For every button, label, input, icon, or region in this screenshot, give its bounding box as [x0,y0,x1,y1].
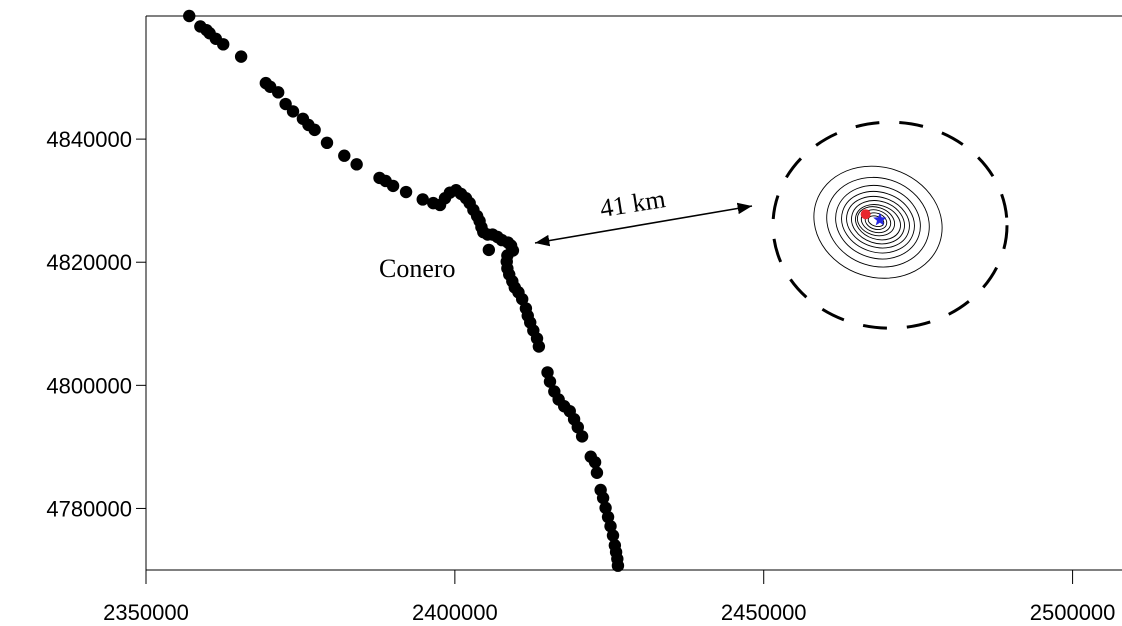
coastline-point [338,149,351,162]
conero-label: Conero [379,254,456,283]
contour-line [851,200,905,245]
coastline-point [217,38,230,51]
coastline-point [588,456,602,469]
distance-arrow: 41 km [534,184,753,247]
y-tick-label: 4820000 [46,250,132,275]
red-circle-marker [860,209,871,220]
coastline-point [399,185,413,199]
coastline-point [308,123,321,137]
coastline-point [183,9,196,23]
contour-line [856,206,896,237]
coastline-point [590,466,604,479]
contour-line [841,191,915,254]
y-axis-ticks: 4780000 4800000 4820000 4840000 [46,127,146,521]
blue-star-marker [873,212,887,226]
coastline-point [606,529,620,542]
coastline-point [532,340,546,353]
contour-line [826,176,930,268]
distance-label: 41 km [598,184,667,223]
x-tick-label: 2450000 [721,600,807,625]
coastline-point [350,158,363,171]
contour-lines [771,120,1009,330]
x-axis-ticks: 2350000 2400000 2450000 2500000 [103,570,1115,625]
plot-frame [145,15,1122,571]
coastline-points [183,9,625,572]
y-tick-label: 4780000 [46,496,132,521]
contour-line [867,215,885,228]
x-tick-label: 2500000 [1030,600,1116,625]
contour-line [846,196,910,249]
coastline-point [286,105,300,118]
x-tick-label: 2350000 [103,600,189,625]
coastline-point [320,136,334,150]
coastline-point [416,193,429,206]
coastline-point [482,243,496,257]
x-tick-label: 2400000 [412,600,498,625]
coastline-point [575,430,589,443]
coastline-point [571,420,584,434]
distance-arrow-line [534,202,753,247]
coastline-point [611,559,625,572]
contour-line [855,204,901,241]
y-tick-label: 4800000 [46,373,132,398]
coastline-point [386,179,400,193]
y-tick-label: 4840000 [46,127,132,152]
coastline-point [596,491,610,505]
coastline-point [543,375,557,388]
event-markers [860,209,887,226]
coastline-point [234,50,248,63]
contour-line [835,185,921,260]
contour-line [813,165,943,279]
coastline-point [271,86,285,99]
